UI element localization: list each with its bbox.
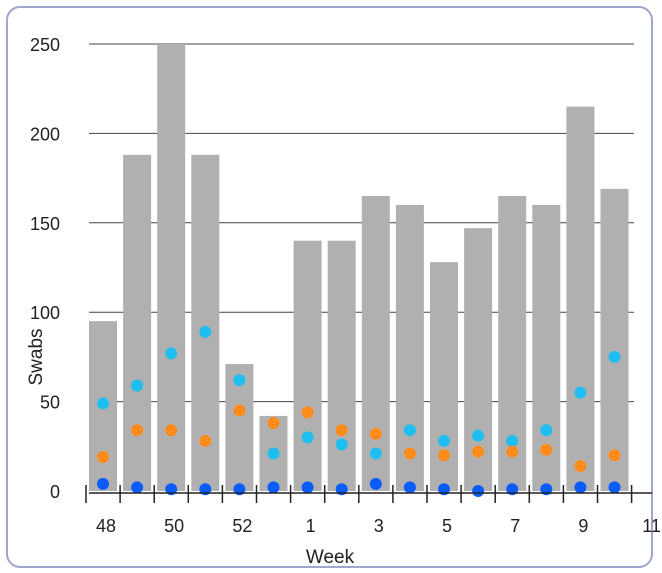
point-s1-50 (165, 347, 178, 360)
point-s3-3 (369, 477, 382, 490)
x-tick-label-7: 7 (510, 516, 520, 536)
point-s2-52 (233, 404, 246, 417)
point-s2-4 (403, 447, 416, 460)
x-tick-label-52: 52 (232, 516, 252, 536)
point-s1-48 (97, 397, 109, 410)
point-s1-1 (301, 431, 314, 444)
x-axis (85, 485, 652, 503)
point-s1-10 (608, 350, 621, 363)
point-s3-10 (608, 481, 621, 494)
y-tick-label: 200 (30, 124, 60, 144)
point-s3-5 (438, 483, 450, 496)
point-s1-8 (540, 424, 553, 437)
y-tick-label: 0 (50, 482, 60, 502)
point-s1-4 (403, 424, 416, 437)
points (97, 325, 621, 497)
point-s1-5 (438, 434, 450, 447)
x-tick-label-5: 5 (442, 516, 452, 536)
point-s3-9 (574, 481, 587, 494)
point-s1-7 (506, 434, 519, 447)
bar-50 (157, 44, 186, 491)
point-s2-7 (506, 445, 519, 458)
y-tick-label: 250 (30, 35, 60, 55)
point-s2-51 (199, 434, 212, 447)
bar-1 (293, 240, 322, 491)
point-s2-3 (369, 427, 382, 440)
bar-9 (566, 106, 595, 491)
point-s2-9 (574, 459, 587, 472)
y-axis-label: Swabs (26, 328, 47, 385)
x-tick-label-3: 3 (374, 516, 384, 536)
bar-10 (600, 188, 629, 491)
point-s3-48 (97, 477, 109, 490)
point-s3-51 (199, 483, 212, 496)
bar-2 (327, 240, 356, 491)
point-s3-7 (506, 483, 519, 496)
bar-4 (395, 204, 424, 492)
point-s1-9 (574, 386, 587, 399)
x-axis-label: Week (306, 547, 355, 568)
point-s2-50 (165, 424, 178, 437)
point-s2-10 (608, 449, 621, 462)
point-s2-49 (131, 424, 144, 437)
point-s3-53 (267, 481, 280, 494)
point-s3-2 (335, 483, 348, 496)
point-s2-53 (267, 417, 280, 430)
x-tick-label-9: 9 (578, 516, 588, 536)
point-s1-52 (233, 374, 246, 387)
point-s3-6 (472, 485, 485, 497)
point-s3-8 (540, 483, 553, 496)
point-s3-49 (131, 481, 144, 494)
bars (89, 44, 629, 492)
point-s3-52 (233, 483, 246, 496)
y-tick-label: 100 (30, 303, 60, 323)
point-s1-51 (199, 325, 212, 338)
point-s2-2 (335, 424, 348, 437)
point-s2-5 (438, 449, 450, 462)
x-tick-label-1: 1 (306, 516, 316, 536)
x-tick-label-48: 48 (96, 516, 116, 536)
point-s1-53 (267, 447, 280, 460)
y-tick-labels: 0 50 100 150 200 250 (30, 35, 60, 502)
x-tick-label-50: 50 (164, 516, 184, 536)
bar-8 (532, 204, 561, 492)
point-s3-4 (403, 481, 416, 494)
bar-49 (123, 154, 152, 491)
y-tick-label: 150 (30, 214, 60, 234)
x-tick-label-11: 11 (642, 516, 661, 536)
point-s3-1 (301, 481, 314, 494)
point-s3-50 (165, 483, 178, 496)
point-s2-48 (97, 451, 109, 464)
point-s1-49 (131, 379, 144, 392)
y-tick-label: 50 (40, 393, 60, 413)
bar-3 (361, 195, 390, 492)
point-s2-1 (301, 406, 314, 419)
x-tick-labels: 48 50 52 1 3 5 7 9 11 (96, 516, 661, 536)
point-s2-6 (472, 445, 485, 458)
point-s2-8 (540, 443, 553, 456)
point-s1-6 (472, 429, 485, 442)
point-s1-3 (369, 447, 382, 460)
point-s1-2 (335, 438, 348, 451)
